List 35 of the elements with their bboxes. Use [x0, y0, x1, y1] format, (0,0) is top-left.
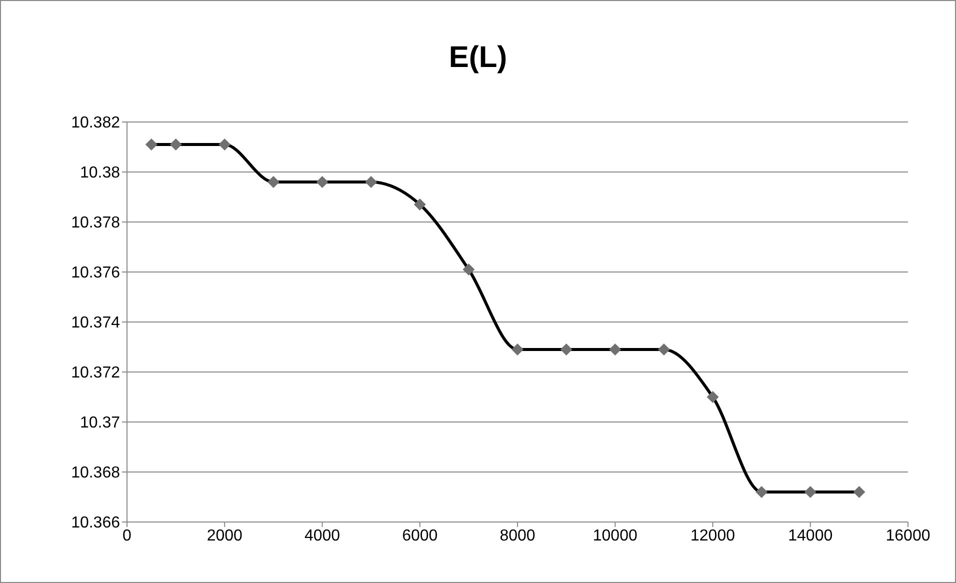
y-tick-label: 10.376 — [71, 264, 120, 282]
point — [170, 138, 182, 150]
y-tick-label: 10.37 — [80, 414, 120, 432]
x-tick-label: 4000 — [304, 527, 340, 544]
point — [756, 486, 768, 498]
point — [512, 344, 524, 356]
y-tick-label: 10.366 — [71, 514, 120, 532]
x-tick-label: 12000 — [690, 527, 736, 544]
point — [853, 486, 866, 498]
point — [609, 344, 622, 356]
point — [365, 176, 378, 188]
point — [804, 486, 816, 498]
point — [267, 176, 280, 188]
x-tick-label: 0 — [122, 527, 132, 544]
y-tick-label: 10.382 — [71, 114, 120, 132]
y-tick-label: 10.378 — [71, 214, 120, 232]
point — [462, 264, 475, 276]
x-tick-label: 14000 — [788, 527, 833, 544]
point — [560, 344, 572, 356]
chart-title: E(L) — [448, 41, 508, 75]
y-tick-label: 10.372 — [71, 364, 120, 382]
point — [414, 198, 426, 210]
y-tick-label: 10.368 — [71, 464, 120, 482]
point — [316, 176, 328, 188]
x-tick-label: 10000 — [592, 527, 638, 544]
point — [145, 138, 158, 150]
x-tick-label: 8000 — [500, 527, 536, 544]
y-tick-label: 10.374 — [71, 314, 120, 332]
point — [706, 391, 719, 403]
y-tick-label: 10.38 — [80, 164, 120, 182]
x-tick-label: 2000 — [206, 527, 243, 544]
x-tick-label: 16000 — [886, 527, 930, 544]
point — [218, 138, 231, 150]
point — [658, 344, 670, 356]
x-tick-label: 6000 — [402, 527, 438, 544]
